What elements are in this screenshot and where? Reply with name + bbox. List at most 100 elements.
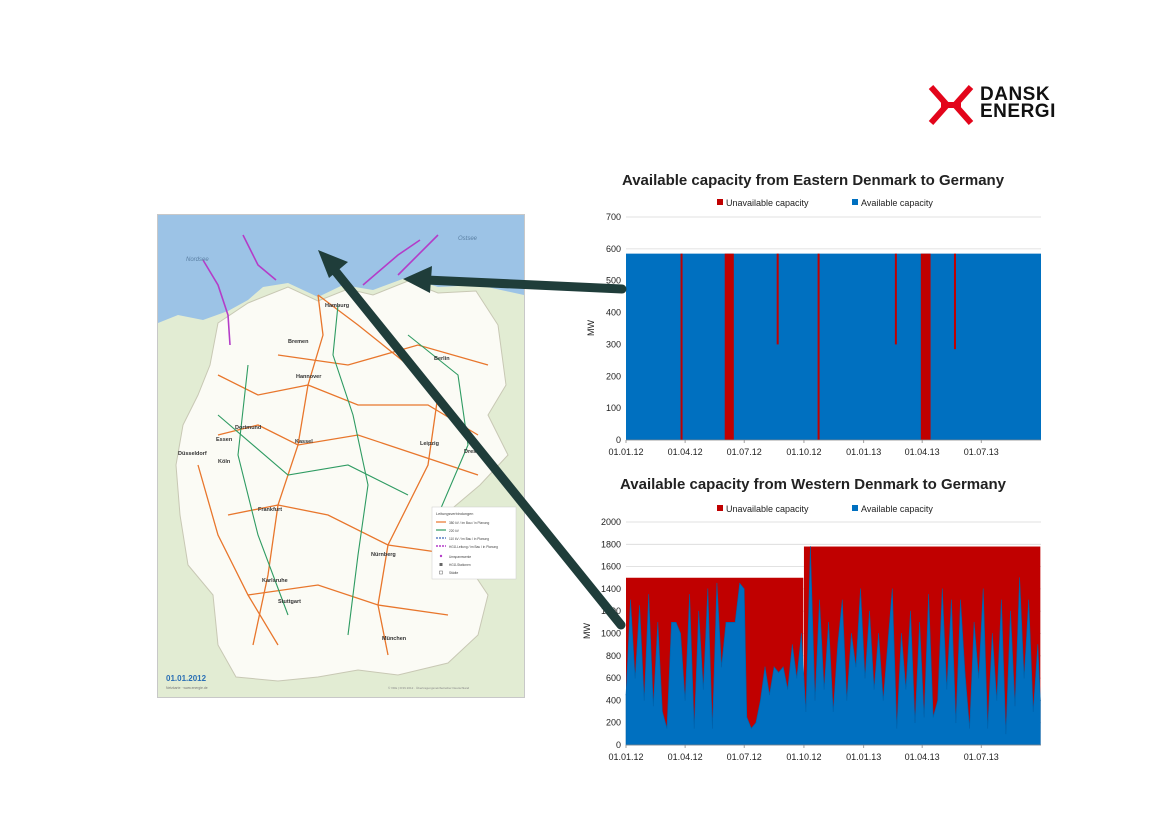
map-legend-item: HGÜ-Stationen [449,563,471,567]
data-point [707,588,709,590]
dansk-energi-logo: DANSK ENERGI [928,84,1058,128]
chart-legend: Unavailable capacity Available capacity [717,198,933,208]
outage-bar [953,253,956,350]
data-point [630,599,631,601]
data-point [846,700,848,701]
map-copyright: © VDE | FNN 2012 · Übertragungsnetzbetre… [388,686,470,690]
data-point [796,677,798,679]
data-point [941,588,943,590]
x-tick-label: 01.01.12 [608,752,643,762]
x-tick-label: 01.07.13 [964,447,999,457]
city-label: Karlsruhe [262,578,288,584]
data-point [782,666,784,668]
germany-grid-map: Nordsee Ostsee Hamburg Bremen Berlin Han… [157,214,525,698]
data-point [702,688,704,690]
city-label: Leipzig [420,441,439,447]
legend-label: Available capacity [861,198,933,208]
data-point [800,633,802,634]
data-point [675,621,677,623]
city-label: Dortmund [235,425,261,431]
x-tick-label: 01.07.13 [964,752,999,762]
data-point [923,716,925,718]
data-point [1039,700,1041,701]
data-point [725,621,727,623]
data-point [652,705,654,707]
map-legend-title: Leitungsverbindungen [436,512,473,516]
data-point [634,677,636,679]
data-point [693,727,695,729]
data-point [773,666,775,668]
data-point [950,599,952,601]
city-label: Frankfurt [258,507,282,513]
map-date-label: 01.01.2012 [166,674,207,683]
map-legend: Leitungsverbindungen 380 kV / im Bau / i… [431,506,517,580]
x-tick-label: 01.01.13 [846,752,881,762]
data-point [787,688,789,690]
data-point [841,599,843,601]
x-tick-label: 01.04.13 [905,447,940,457]
y-tick-label: 1800 [601,539,621,549]
y-tick-label: 0 [616,435,621,445]
data-point [689,594,691,595]
y-tick-label: 2000 [601,517,621,527]
data-point [814,700,816,701]
data-point [910,610,911,612]
data-point [978,677,980,679]
chart-plot-area: 0 200 400 600 800 1000 1200 1400 1600 1800 2000 01.… [601,517,1041,762]
data-point [750,727,752,729]
data-point [969,727,970,729]
data-point [937,700,939,701]
y-tick-label: 600 [606,673,621,683]
data-point [928,594,930,595]
data-point [769,694,770,696]
data-point [778,672,780,673]
map-legend-item: 220 kV [449,529,460,533]
city-label: Stuttgart [278,599,301,605]
data-point [666,727,668,729]
x-tick-label: 01.07.12 [727,447,762,457]
area-available [625,546,1041,746]
data-point [914,722,916,724]
x-tick-label: 01.01.13 [846,447,881,457]
data-point [996,700,998,701]
y-tick-label: 1400 [601,584,621,594]
data-point [919,621,920,623]
x-tick-label: 01.10.12 [786,752,821,762]
data-point [900,633,902,634]
y-tick-label: 400 [606,695,621,705]
map-credit: Netzkarte · www.energie.de [166,686,208,690]
data-point [648,594,650,595]
data-point [739,582,741,584]
chart-title: Available capacity from Eastern Denmark … [622,172,1005,189]
y-tick-label: 1000 [601,629,621,639]
data-point [850,633,852,634]
data-point [964,672,966,673]
x-tick-label: 01.10.12 [786,447,821,457]
data-point [730,621,731,623]
data-point [625,694,627,696]
y-tick-label: 200 [606,371,621,381]
legend-label: Unavailable capacity [726,504,809,514]
data-point [657,621,659,623]
data-point [832,711,834,712]
city-label: München [382,636,407,642]
data-point [987,727,989,729]
legend-label: Unavailable capacity [726,198,809,208]
y-axis-label: MW [582,623,592,639]
map-legend-item: HGÜ-Leitung / im Bau / in Planung [449,545,498,549]
chart-legend: Unavailable capacity Available capacity [717,504,933,514]
x-tick-label: 01.04.13 [905,752,940,762]
data-point [734,621,736,623]
x-tick-label: 01.04.12 [668,752,703,762]
y-tick-label: 300 [606,339,621,349]
data-point [905,688,907,690]
data-point [946,688,948,690]
data-point [721,666,722,668]
data-point [860,588,861,590]
y-tick-label: 0 [616,740,621,750]
data-point [1023,677,1025,679]
data-point [639,605,641,607]
chart-plot-area: 0 100 200 300 400 500 600 700 01.01.12 01.04.12 01… [606,212,1041,457]
y-tick-label: 600 [606,244,621,254]
city-label: Dresden [464,449,487,455]
